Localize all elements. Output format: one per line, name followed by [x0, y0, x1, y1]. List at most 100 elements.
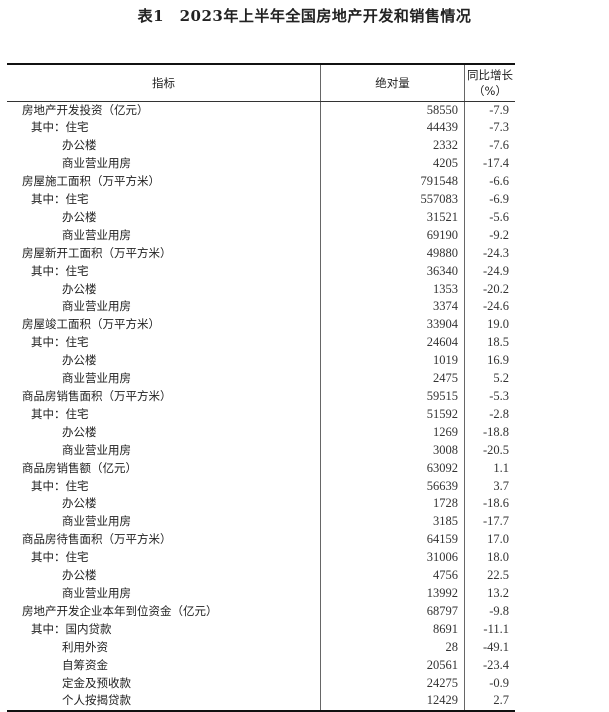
row-value: 1728	[320, 495, 465, 514]
row-growth: -7.9	[489, 102, 509, 117]
header-absolute: 绝对量	[320, 63, 465, 102]
row-label: 商品房销售面积（万平方米）	[7, 388, 321, 406]
row-label: 办公楼	[7, 280, 321, 299]
table-row: 其中：住宅 557083 -6.9	[7, 191, 515, 209]
row-value: 58550	[320, 101, 465, 120]
row-label: 个人按揭贷款	[7, 692, 321, 712]
table-row: 商业营业用房 69190 -9.2	[7, 226, 515, 245]
row-label: 定金及预收款	[7, 674, 321, 693]
table-row: 个人按揭贷款 12429 2.7	[7, 692, 515, 712]
row-growth: -0.9	[489, 675, 509, 690]
row-label: 商业营业用房	[7, 584, 321, 603]
row-growth: 2.7	[464, 692, 515, 712]
row-value: 63092	[320, 459, 465, 478]
row-growth: -9.2	[489, 227, 509, 242]
row-value: 31006	[320, 549, 465, 568]
table-row: 其中：住宅 56639 3.7	[7, 477, 515, 496]
table-row: 商品房销售额（亿元） 63092 1.1	[7, 459, 515, 478]
row-label: 利用外资	[7, 638, 321, 657]
row-value: 4756	[320, 567, 465, 585]
table-row: 其中：住宅 31006 18.0	[7, 549, 515, 568]
row-value: 2332	[320, 137, 465, 156]
row-growth: -20.5	[482, 442, 509, 457]
row-label: 商品房销售额（亿元）	[7, 459, 321, 478]
row-value: 12429	[320, 692, 465, 712]
row-value: 69190	[320, 226, 465, 245]
row-value: 2475	[320, 370, 465, 388]
row-growth: -24.6	[482, 299, 509, 314]
table-row: 房屋新开工面积（万平方米） 49880 -24.3	[7, 244, 515, 263]
row-value: 44439	[320, 119, 465, 138]
row-label: 办公楼	[7, 352, 321, 371]
row-label: 商业营业用房	[7, 226, 321, 245]
row-label: 房屋竣工面积（万平方米）	[7, 316, 321, 335]
row-growth: 17.0	[487, 532, 509, 547]
row-value: 31521	[320, 208, 465, 227]
table-row: 办公楼 1353 -20.2	[7, 280, 515, 299]
row-value: 24604	[320, 334, 465, 353]
table-row: 其中：住宅 51592 -2.8	[7, 405, 515, 424]
row-label: 办公楼	[7, 137, 321, 156]
row-growth: -17.4	[482, 156, 509, 171]
table-row: 办公楼 4756 22.5	[7, 567, 515, 585]
row-growth: -5.6	[489, 209, 509, 224]
row-value: 13992	[320, 584, 465, 603]
row-value: 68797	[320, 602, 465, 621]
row-label: 房屋新开工面积（万平方米）	[7, 244, 321, 263]
row-label: 其中：住宅	[7, 477, 321, 496]
row-value: 3374	[320, 298, 465, 317]
row-growth: -49.1	[482, 639, 509, 654]
table-row: 其中：国内贷款 8691 -11.1	[7, 620, 515, 639]
row-growth: 3.7	[493, 478, 509, 493]
row-label: 商业营业用房	[7, 155, 321, 174]
table-row: 商业营业用房 13992 13.2	[7, 584, 515, 603]
row-label: 其中：住宅	[7, 334, 321, 353]
table-row: 办公楼 1019 16.9	[7, 352, 515, 371]
row-growth: -6.6	[489, 174, 509, 189]
table-row: 办公楼 31521 -5.6	[7, 208, 515, 227]
row-label: 办公楼	[7, 495, 321, 514]
table-row: 利用外资 28 -49.1	[7, 638, 515, 657]
row-label: 其中：住宅	[7, 119, 321, 138]
row-label: 商业营业用房	[7, 370, 321, 388]
row-label: 其中：住宅	[7, 262, 321, 281]
row-label: 办公楼	[7, 208, 321, 227]
row-value: 20561	[320, 656, 465, 675]
row-growth: -9.8	[489, 603, 509, 618]
row-label: 办公楼	[7, 567, 321, 585]
table-row: 房地产开发企业本年到位资金（亿元） 68797 -9.8	[7, 602, 515, 621]
table-row: 定金及预收款 24275 -0.9	[7, 674, 515, 693]
row-label: 商业营业用房	[7, 441, 321, 460]
row-value: 8691	[320, 620, 465, 639]
row-value: 3185	[320, 513, 465, 532]
table-row: 办公楼 1269 -18.8	[7, 423, 515, 442]
row-label: 房地产开发企业本年到位资金（亿元）	[7, 602, 321, 621]
header-growth: 同比增长（%）	[464, 63, 515, 102]
row-growth: -2.8	[489, 406, 509, 421]
row-label: 商业营业用房	[7, 513, 321, 532]
table-row: 办公楼 1728 -18.6	[7, 495, 515, 514]
row-label: 其中：国内贷款	[7, 620, 321, 639]
table-row: 房地产开发投资（亿元） 58550 -7.9	[7, 101, 515, 120]
row-label: 其中：住宅	[7, 191, 321, 209]
row-growth: 16.9	[487, 353, 509, 368]
row-value: 1353	[320, 280, 465, 299]
row-growth: -23.4	[482, 657, 509, 672]
row-label: 房屋施工面积（万平方米）	[7, 173, 321, 192]
row-label: 商品房待售面积（万平方米）	[7, 531, 321, 550]
row-growth: -7.6	[489, 138, 509, 153]
row-label: 自筹资金	[7, 656, 321, 675]
row-growth: -20.2	[482, 281, 509, 296]
header-indicator: 指标	[7, 63, 321, 102]
row-value: 28	[320, 638, 465, 657]
row-value: 56639	[320, 477, 465, 496]
row-growth: 18.5	[487, 335, 509, 350]
row-value: 1269	[320, 423, 465, 442]
row-growth: -24.9	[482, 263, 509, 278]
table-row: 自筹资金 20561 -23.4	[7, 656, 515, 675]
row-growth: -11.1	[483, 621, 509, 636]
row-value: 64159	[320, 531, 465, 550]
row-value: 36340	[320, 262, 465, 281]
row-growth: -6.9	[489, 192, 509, 207]
table-row: 房屋竣工面积（万平方米） 33904 19.0	[7, 316, 515, 335]
